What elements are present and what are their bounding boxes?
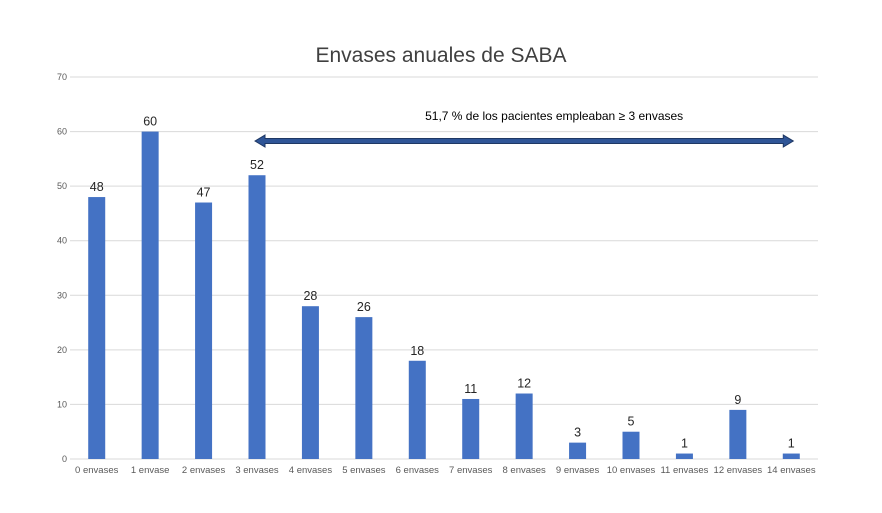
x-tick-label: 9 envases: [556, 465, 600, 476]
bar: [675, 453, 693, 459]
data-label: 60: [143, 115, 157, 129]
x-tick-label: 0 envases: [75, 465, 119, 476]
x-tick-label: 6 envases: [396, 465, 440, 476]
data-label: 1: [681, 437, 688, 451]
x-tick-label: 1 envase: [131, 465, 170, 476]
data-label: 5: [628, 415, 635, 429]
x-tick-label: 14 envases: [767, 465, 816, 476]
bar: [195, 202, 213, 459]
y-tick-label: 70: [57, 72, 67, 82]
data-label: 11: [464, 382, 477, 396]
y-tick-label: 60: [57, 127, 67, 137]
x-axis-ticks: 0 envases 1 envase 2 envases 3 envases 4 env…: [75, 465, 816, 476]
x-tick-label: 4 envases: [289, 465, 333, 476]
y-tick-label: 20: [57, 345, 67, 355]
gridlines: [70, 76, 818, 460]
bar: [515, 393, 533, 459]
bar: [782, 453, 800, 459]
y-tick-label: 40: [57, 236, 67, 246]
y-tick-label: 50: [57, 181, 67, 191]
data-label: 52: [250, 158, 264, 172]
bar: [622, 431, 640, 459]
x-tick-label: 12 envases: [714, 465, 763, 476]
y-tick-label: 0: [62, 454, 67, 464]
data-label: 48: [90, 180, 104, 194]
x-tick-label: 2 envases: [182, 465, 226, 476]
data-labels: 48 60 47 52 28 26 18 11 12 3 5 1 9 1: [90, 115, 795, 451]
bar: [569, 442, 587, 459]
data-label: 26: [357, 300, 371, 314]
y-axis-ticks: 0 10 20 30 40 50 60 70: [57, 72, 67, 464]
bar: [729, 409, 747, 459]
bar: [141, 131, 159, 460]
bar: [408, 360, 426, 459]
data-label: 12: [517, 377, 531, 391]
x-tick-label: 10 envases: [607, 465, 656, 476]
x-tick-label: 7 envases: [449, 465, 493, 476]
range-arrow: [254, 134, 795, 148]
bars: [88, 131, 800, 460]
x-tick-label: 3 envases: [235, 465, 279, 476]
bar: [248, 175, 266, 459]
y-tick-label: 10: [57, 399, 67, 409]
x-tick-label: 11 envases: [660, 465, 708, 476]
annotation-text: 51,7 % de los pacientes empleaban ≥ 3 en…: [425, 109, 683, 123]
bar: [301, 306, 319, 459]
data-label: 9: [734, 393, 741, 407]
data-label: 1: [788, 437, 795, 451]
x-tick-label: 8 envases: [502, 465, 546, 476]
data-label: 47: [197, 186, 211, 200]
y-tick-label: 30: [57, 290, 67, 300]
bar: [462, 398, 480, 459]
bar: [355, 317, 373, 459]
x-tick-label: 5 envases: [342, 465, 386, 476]
data-label: 3: [574, 426, 581, 440]
annotation-group: 51,7 % de los pacientes empleaban ≥ 3 en…: [254, 109, 795, 148]
bar: [88, 197, 106, 460]
data-label: 28: [303, 289, 317, 303]
data-label: 18: [410, 344, 424, 358]
chart-title: Envases anuales de SABA: [316, 44, 567, 67]
